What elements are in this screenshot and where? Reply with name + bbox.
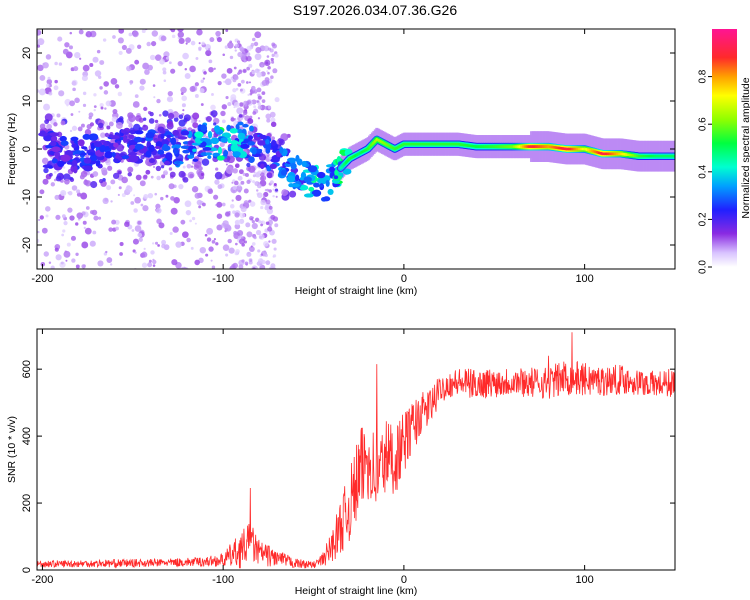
spectrogram-heatmap <box>37 29 675 269</box>
snr-panel: -200 -100 0 100 0 200 400 600 Height of straight… <box>6 328 676 597</box>
figure-title: S197.2026.034.07.36.G26 <box>292 2 458 18</box>
colorbar-tick-label: 0.8 <box>698 69 709 83</box>
y-tick-label: 600 <box>21 360 33 378</box>
colorbar-tick-label: 0.0 <box>698 260 709 274</box>
x-tick-label: -100 <box>212 574 234 586</box>
spectrogram-ridge <box>336 135 675 172</box>
y-tick-label: 20 <box>21 47 33 59</box>
x-tick-label: 0 <box>401 273 407 285</box>
y-tick-label: 400 <box>21 427 33 445</box>
colorbar-tick-label: 0.6 <box>698 117 709 131</box>
x-tick-label: -200 <box>31 273 53 285</box>
colorbar-gradient <box>712 29 737 267</box>
y-axis-label: SNR (10 * v/v) <box>6 416 18 483</box>
x-tick-label: 0 <box>401 574 407 586</box>
y-tick-label: 10 <box>21 95 33 107</box>
y-tick-label: 0 <box>21 567 33 573</box>
colorbar-tick-label: 0.4 <box>698 164 709 178</box>
y-tick-label: -20 <box>21 237 33 253</box>
colorbar-label: Normalized spectral amplitude <box>740 77 750 218</box>
snr-series-line <box>37 332 675 569</box>
y-axis-label: Frequency (Hz) <box>6 113 18 185</box>
colorbar-tick-label: 0.2 <box>698 212 709 226</box>
y-tick-label: 200 <box>21 494 33 512</box>
y-tick-label: 0 <box>21 146 33 152</box>
colorbar: 0.0 0.2 0.4 0.6 0.8 Normalized spectral ampli… <box>698 29 750 274</box>
snr-frame <box>36 328 676 571</box>
x-tick-label: -100 <box>212 273 234 285</box>
x-axis-label: Height of straight line (km) <box>295 285 418 297</box>
y-tick-label: -10 <box>21 189 33 205</box>
x-tick-label: 100 <box>575 574 593 586</box>
x-tick-label: -200 <box>31 574 53 586</box>
x-tick-label: 100 <box>575 273 593 285</box>
x-axis-label: Height of straight line (km) <box>295 585 418 597</box>
